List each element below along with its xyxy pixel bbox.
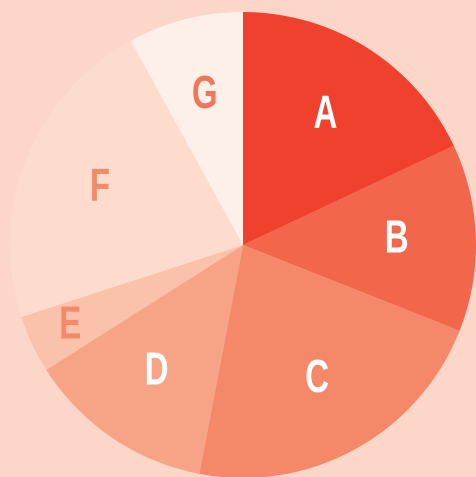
- pie-slice: [243, 12, 454, 245]
- pie-slice: [199, 245, 460, 477]
- pie-slice: [243, 145, 476, 331]
- slice-label: E: [59, 298, 81, 348]
- slice-label: C: [305, 352, 329, 402]
- slice-label: D: [145, 344, 169, 394]
- slice-label: B: [385, 212, 409, 262]
- slice-label: G: [192, 68, 218, 118]
- pie-slice: [130, 12, 243, 245]
- pie-slice: [21, 245, 243, 370]
- slice-label: A: [313, 87, 337, 137]
- pie-slice: [9, 40, 244, 318]
- pie-slice: [46, 245, 244, 474]
- slice-label: F: [90, 160, 110, 210]
